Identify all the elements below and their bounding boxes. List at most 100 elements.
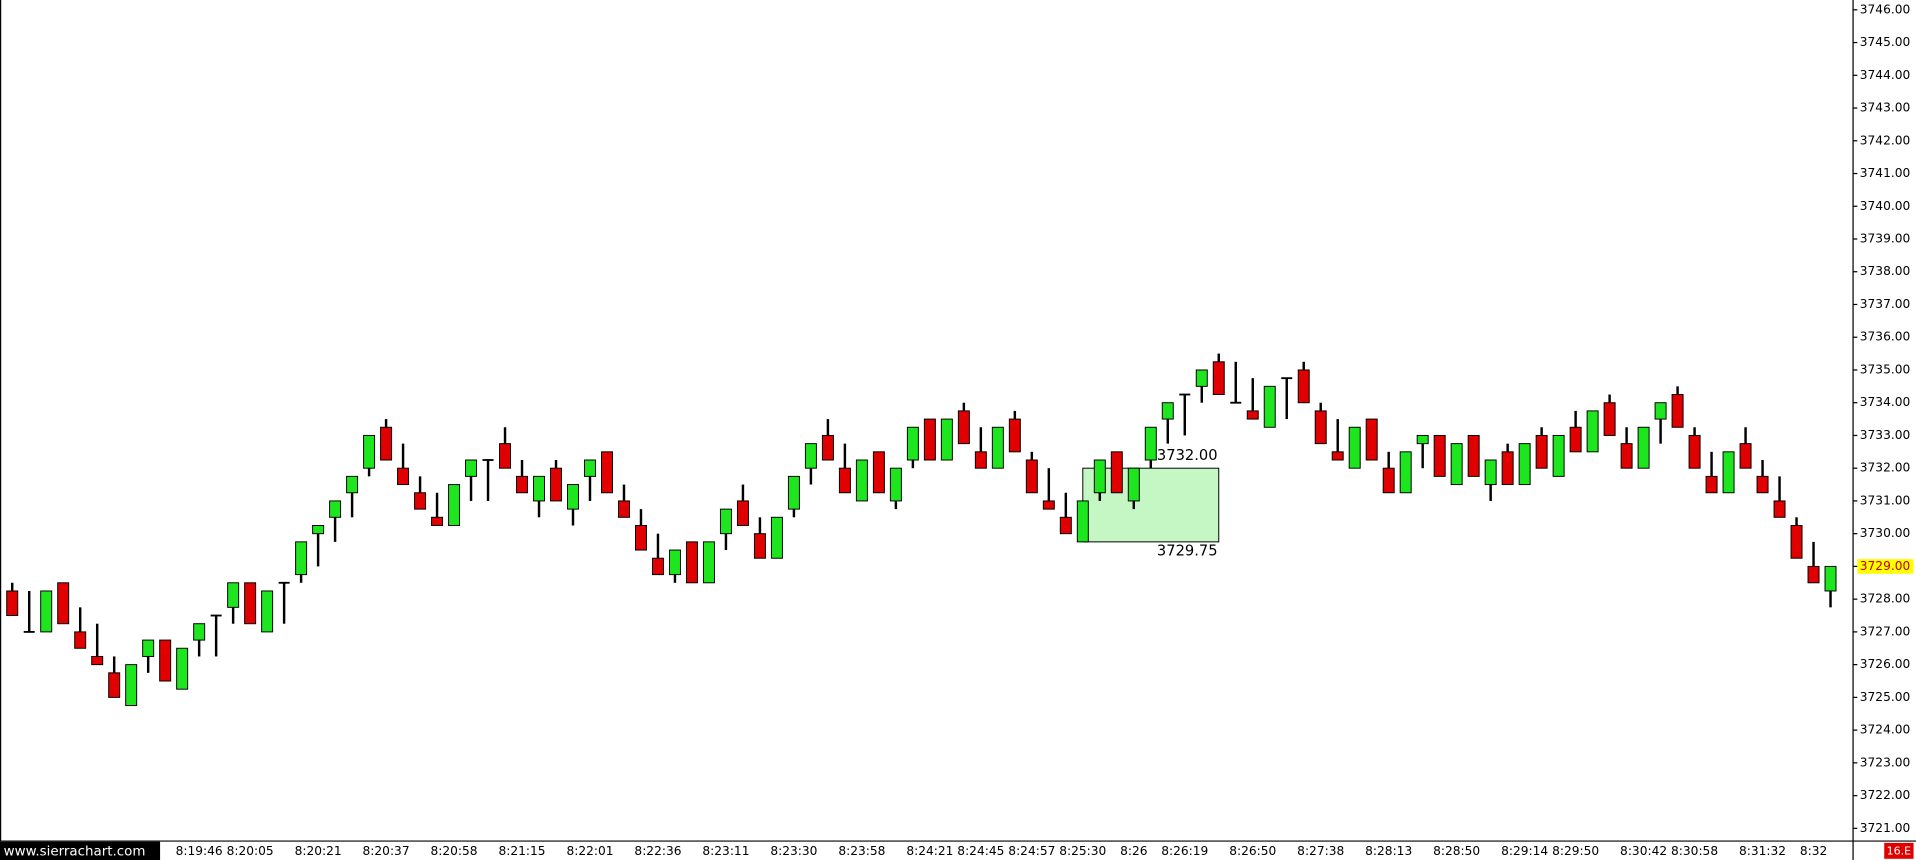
candle-body [1484, 459, 1497, 486]
candle-body [1518, 443, 1531, 486]
candle-body [1705, 475, 1718, 494]
candle-body [1722, 451, 1735, 494]
site-label: www.sierrachart.com [4, 844, 146, 859]
x-tick-label: 8:20:58 [431, 844, 478, 858]
candle-body [1076, 500, 1089, 543]
last-price-label: 3729.00 [1860, 559, 1910, 573]
last-price-bg [1857, 559, 1914, 574]
candle-body [1603, 402, 1616, 436]
candle-body [974, 451, 987, 469]
x-tick-label: 8:24:45 [957, 844, 1004, 858]
x-tick-label: 8:26 [1120, 844, 1147, 858]
y-tick-label: 3733.00 [1860, 428, 1910, 442]
candle-body [1739, 443, 1752, 469]
candle-body [584, 459, 596, 477]
x-tick-label: 8:28:13 [1365, 844, 1412, 858]
candle-body [1195, 369, 1208, 387]
x-tick-label: 8:23:30 [770, 844, 817, 858]
candle-body [550, 467, 562, 502]
candle-body [1535, 434, 1548, 469]
x-tick-label: 8:26:50 [1229, 844, 1276, 858]
y-tick-label: 3735.00 [1860, 362, 1910, 376]
candle-body [1348, 426, 1361, 469]
candle-body [227, 582, 240, 608]
candle-body [770, 516, 783, 559]
candle-body [1569, 426, 1582, 453]
candle-body [1824, 565, 1837, 592]
x-tick-label: 8:22:36 [634, 844, 681, 858]
candle-body [142, 639, 155, 657]
candle-body [991, 426, 1004, 469]
candle-body [1127, 467, 1140, 502]
site-label-bg [0, 841, 161, 860]
candle-body [108, 672, 121, 698]
x-tick-label: 8:22:01 [566, 844, 613, 858]
zone-top-label: 3732.00 [1157, 447, 1218, 464]
y-tick-label: 3732.00 [1860, 461, 1910, 475]
y-tick-label: 3741.00 [1860, 166, 1910, 180]
candle-body [295, 541, 308, 576]
candle-body [499, 443, 512, 469]
candle-body [923, 418, 936, 461]
y-tick-label: 3740.00 [1860, 199, 1910, 213]
candle-body [312, 525, 325, 535]
x-tick-label: 8:19:46 [176, 844, 223, 858]
candle-body [601, 451, 613, 494]
candle-body [74, 631, 87, 649]
x-tick-label: 8:30:42 [1620, 844, 1667, 858]
candle-body [1433, 434, 1446, 477]
candle-body [40, 590, 53, 633]
candle-body [1586, 410, 1599, 453]
x-tick-label: 8:25:30 [1059, 844, 1106, 858]
candle-body [753, 533, 766, 559]
y-tick-label: 3721.00 [1860, 821, 1910, 835]
y-tick-label: 3725.00 [1860, 690, 1910, 704]
candle-body [567, 484, 579, 510]
x-tick-label: 8:32 [1800, 844, 1827, 858]
x-tick-label: 8:23:11 [702, 844, 749, 858]
y-tick-label: 3723.00 [1860, 755, 1910, 769]
y-tick-label: 3744.00 [1860, 68, 1910, 82]
candle-body [1331, 451, 1344, 461]
candle-body [6, 590, 19, 617]
candle-body [125, 664, 138, 707]
y-tick-label: 3737.00 [1860, 297, 1910, 311]
candle-body [57, 582, 70, 625]
x-tick-label: 8:20:37 [363, 844, 410, 858]
candle-body [91, 655, 104, 666]
y-tick-label: 3730.00 [1860, 526, 1910, 540]
candle-body [1382, 467, 1395, 494]
x-tick-label: 8:24:21 [906, 844, 953, 858]
candle-body [176, 647, 189, 690]
candle-body [431, 516, 444, 526]
zone-bottom-label: 3729.75 [1157, 543, 1218, 560]
candle-body [1212, 361, 1225, 396]
candle-body [668, 549, 681, 576]
y-tick-label: 3734.00 [1860, 395, 1910, 409]
candle-body [957, 410, 970, 445]
candle-body [1756, 475, 1769, 494]
candle-body [1654, 402, 1667, 420]
candle-body [1501, 451, 1514, 486]
corner-label: 16.E [1887, 844, 1911, 857]
x-tick-label: 8:27:38 [1297, 844, 1344, 858]
y-tick-label: 3739.00 [1860, 232, 1910, 246]
candle-body [1093, 459, 1106, 494]
x-tick-label: 8:31:32 [1739, 844, 1786, 858]
candle-body [787, 475, 800, 510]
candle-body [397, 467, 410, 486]
candle-body [414, 492, 427, 510]
candle-body [1365, 418, 1378, 461]
candle-body [1790, 525, 1803, 559]
x-tick-label: 8:20:05 [227, 844, 274, 858]
candle-body [1025, 459, 1038, 494]
candle-body [906, 426, 919, 461]
candle-body [1637, 426, 1650, 469]
x-tick-label: 8:29:50 [1552, 844, 1599, 858]
x-tick-label: 8:29:14 [1501, 844, 1548, 858]
candle-body [1008, 418, 1021, 453]
candle-body [1263, 385, 1276, 428]
candle-body [380, 426, 393, 461]
